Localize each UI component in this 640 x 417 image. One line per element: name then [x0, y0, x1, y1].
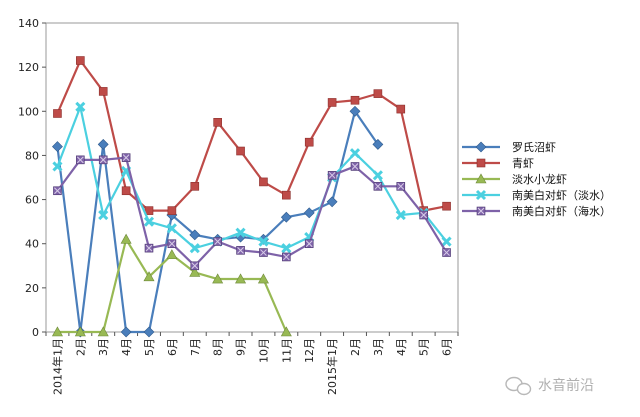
data-point-square: [374, 90, 382, 98]
watermark: 水音前沿: [506, 377, 594, 395]
data-point-square: [76, 57, 84, 65]
data-point-square: [443, 202, 451, 210]
y-tick-label: 0: [32, 326, 39, 339]
x-tick-label: 5月: [143, 338, 156, 356]
x-tick-label: 9月: [235, 338, 248, 356]
data-point-square: [305, 138, 313, 146]
y-tick-label: 40: [25, 238, 39, 251]
data-point-square: [477, 159, 485, 167]
data-point-square: [214, 118, 222, 126]
x-tick-label: 4月: [120, 338, 133, 356]
y-tick-label: 100: [18, 105, 39, 118]
x-tick-label: 2015年1月: [325, 338, 339, 395]
data-point-square: [282, 191, 290, 199]
x-tick-label: 3月: [372, 338, 385, 356]
x-tick-label: 12月: [303, 338, 316, 363]
data-point-square: [168, 207, 176, 215]
legend-label: 南美白对虾（淡水）: [512, 188, 611, 202]
y-tick-label: 60: [25, 194, 39, 207]
x-tick-label: 10月: [257, 338, 270, 363]
legend-label: 罗氏沼虾: [512, 140, 556, 154]
data-point-square: [328, 98, 336, 106]
x-tick-label: 6月: [166, 338, 179, 356]
x-tick-label: 2014年1月: [50, 338, 64, 395]
y-tick-label: 20: [25, 282, 39, 295]
data-point-square: [191, 182, 199, 190]
y-tick-label: 80: [25, 149, 39, 162]
data-point-square: [351, 96, 359, 104]
watermark-text: 水音前沿: [538, 377, 594, 394]
data-point-square: [237, 147, 245, 155]
x-tick-label: 5月: [418, 338, 431, 356]
data-point-square: [122, 187, 130, 195]
x-tick-label: 8月: [212, 338, 225, 356]
y-tick-label: 120: [18, 61, 39, 74]
legend-label: 淡水小龙虾: [512, 173, 567, 186]
x-tick-label: 6月: [441, 338, 454, 356]
x-tick-label: 3月: [97, 338, 110, 356]
data-point-square: [397, 105, 405, 113]
x-tick-label: 7月: [189, 338, 202, 356]
legend-label: 南美白对虾（海水）: [512, 204, 611, 218]
x-tick-label: 2月: [74, 338, 87, 356]
x-tick-label: 11月: [280, 338, 293, 363]
y-tick-label: 140: [18, 17, 39, 30]
x-tick-label: 2月: [349, 338, 362, 356]
data-point-square: [99, 87, 107, 95]
legend-label: 青虾: [512, 157, 534, 170]
x-tick-label: 4月: [395, 338, 408, 356]
data-point-square: [259, 178, 267, 186]
data-point-square: [53, 109, 61, 117]
